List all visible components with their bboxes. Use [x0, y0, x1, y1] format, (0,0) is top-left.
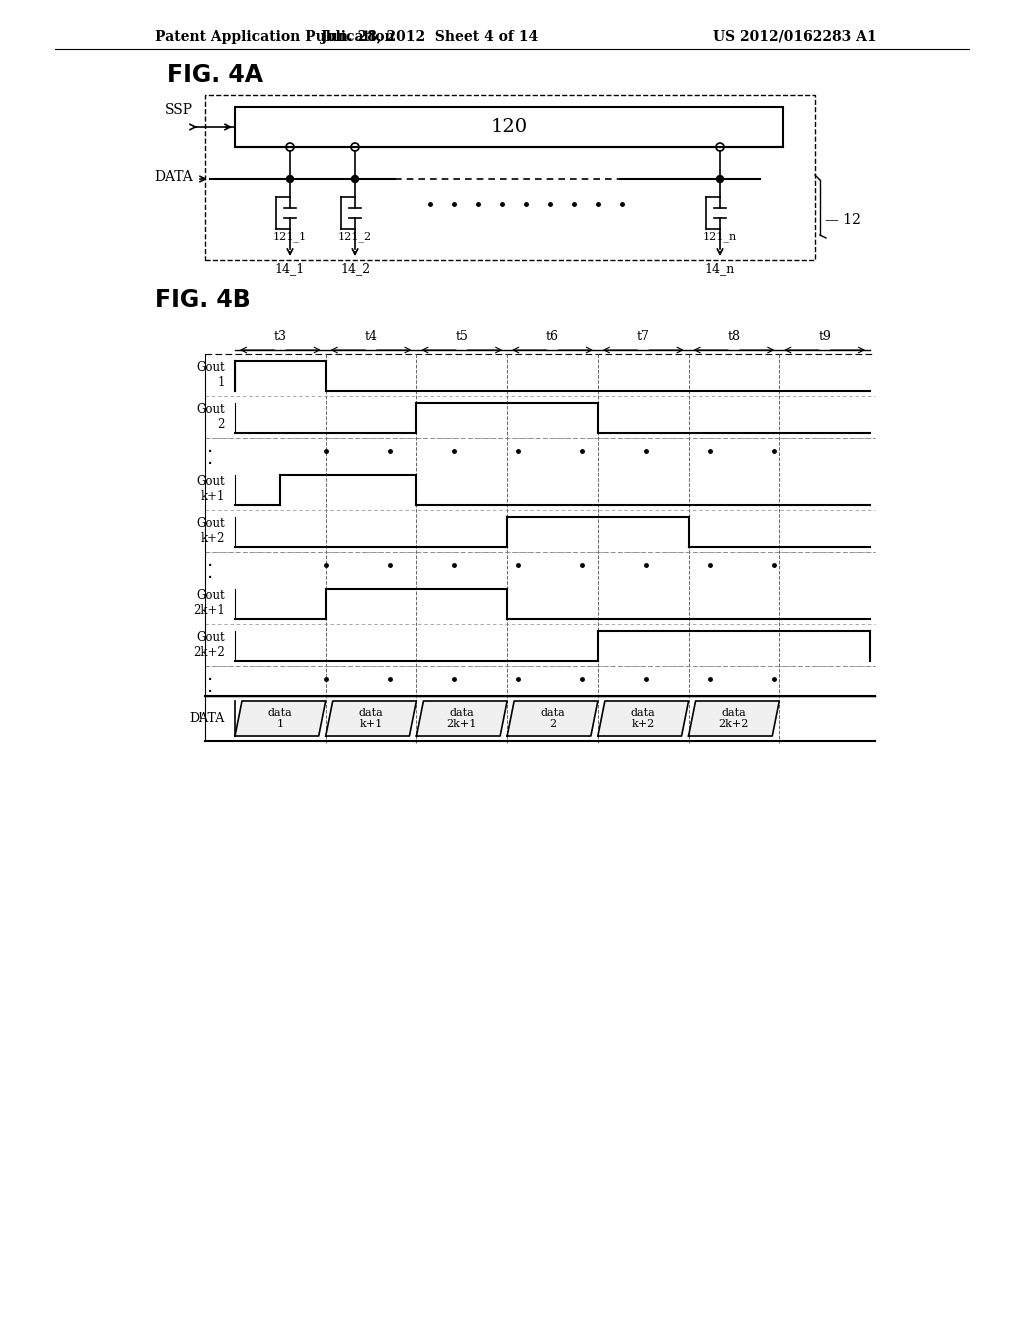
Text: data
1: data 1	[268, 708, 293, 729]
Text: Patent Application Publication: Patent Application Publication	[155, 30, 394, 44]
Bar	[234, 107, 783, 147]
Text: DATA: DATA	[155, 170, 193, 183]
Text: .: .	[207, 437, 213, 455]
Text: SSP: SSP	[165, 103, 193, 117]
Text: FIG. 4B: FIG. 4B	[155, 288, 251, 312]
Text: 14_2: 14_2	[340, 263, 370, 276]
Polygon shape	[688, 701, 779, 737]
Text: Gout
2k+1: Gout 2k+1	[194, 589, 225, 616]
Text: 14_1: 14_1	[274, 263, 305, 276]
Polygon shape	[598, 701, 688, 737]
Text: FIG. 4A: FIG. 4A	[167, 63, 263, 87]
Text: data
2k+2: data 2k+2	[719, 708, 750, 729]
Text: data
k+2: data k+2	[631, 708, 655, 729]
Circle shape	[717, 176, 724, 182]
Polygon shape	[326, 701, 417, 737]
Polygon shape	[417, 701, 507, 737]
Text: Gout
1: Gout 1	[197, 360, 225, 389]
Text: Gout
k+2: Gout k+2	[197, 517, 225, 545]
Text: .: .	[207, 676, 213, 696]
Text: 120: 120	[490, 117, 527, 136]
Circle shape	[351, 176, 358, 182]
Text: — 12: — 12	[825, 213, 861, 227]
Text: 121_n: 121_n	[702, 231, 737, 243]
Text: .: .	[207, 449, 213, 467]
Text: .: .	[207, 664, 213, 684]
Text: .: .	[207, 550, 213, 569]
Text: t3: t3	[273, 330, 287, 343]
Text: t7: t7	[637, 330, 649, 343]
Bar	[205, 95, 815, 260]
Polygon shape	[507, 701, 598, 737]
Text: t5: t5	[456, 330, 468, 343]
Text: Gout
2: Gout 2	[197, 403, 225, 432]
Text: 121_2: 121_2	[338, 231, 372, 243]
Text: t6: t6	[546, 330, 559, 343]
Text: data
2: data 2	[540, 708, 565, 729]
Text: Gout
k+1: Gout k+1	[197, 475, 225, 503]
Text: .: .	[207, 562, 213, 582]
Text: DATA: DATA	[189, 711, 225, 725]
Text: Jun. 28, 2012  Sheet 4 of 14: Jun. 28, 2012 Sheet 4 of 14	[322, 30, 539, 44]
Polygon shape	[234, 701, 326, 737]
Text: US 2012/0162283 A1: US 2012/0162283 A1	[713, 30, 877, 44]
Text: t9: t9	[818, 330, 831, 343]
Text: 14_n: 14_n	[705, 263, 735, 276]
Text: data
k+1: data k+1	[358, 708, 383, 729]
Text: t8: t8	[727, 330, 740, 343]
Text: !: !	[198, 711, 203, 725]
Text: 121_1: 121_1	[273, 231, 307, 243]
Text: data
2k+1: data 2k+1	[446, 708, 477, 729]
Text: Gout
2k+2: Gout 2k+2	[194, 631, 225, 659]
Text: t4: t4	[365, 330, 378, 343]
Circle shape	[287, 176, 294, 182]
